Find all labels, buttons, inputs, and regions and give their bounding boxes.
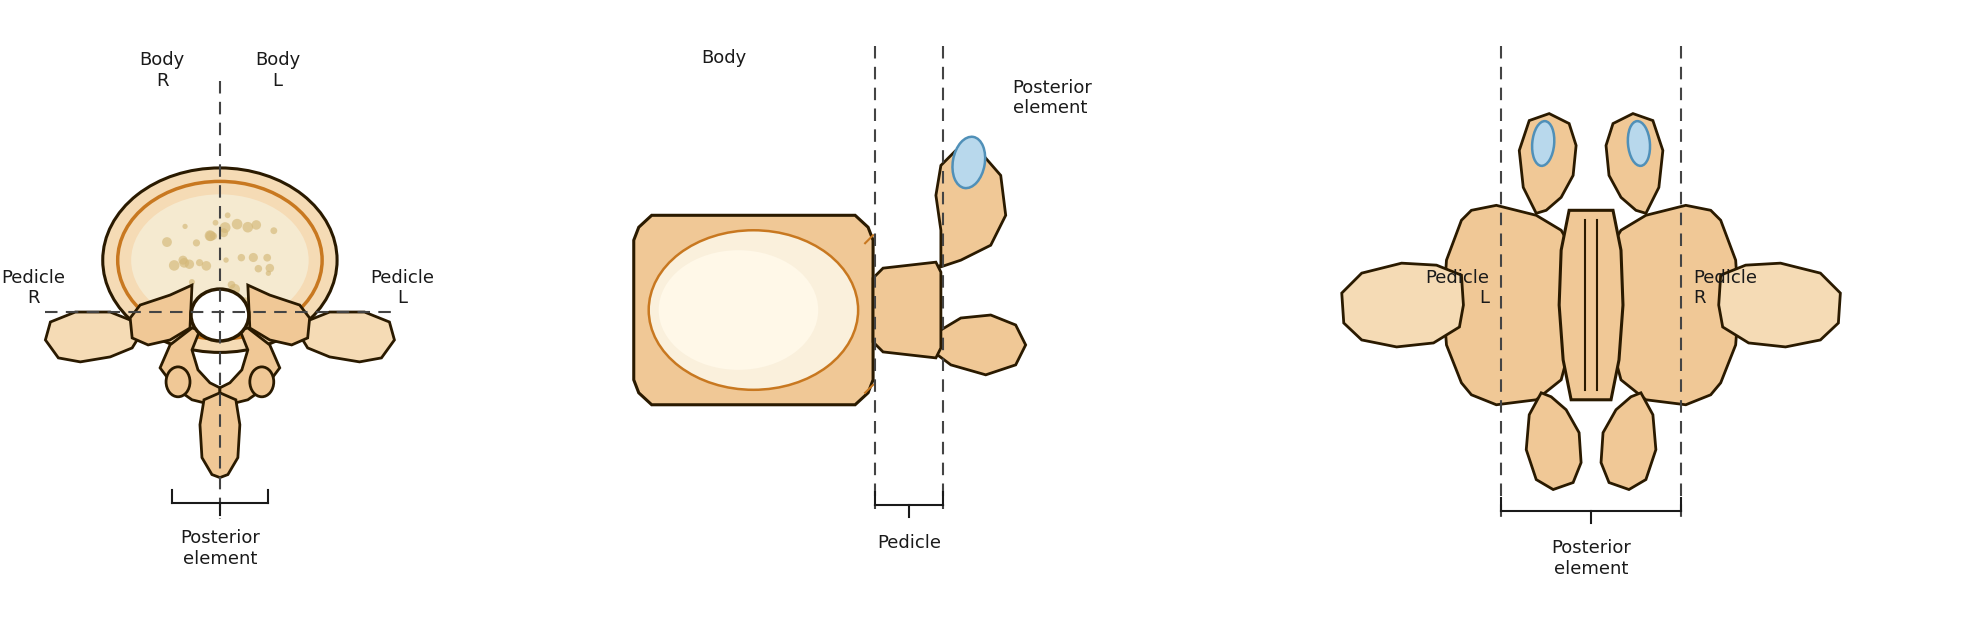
Circle shape (205, 230, 215, 241)
Circle shape (223, 257, 229, 263)
Circle shape (227, 291, 237, 301)
Circle shape (252, 220, 260, 230)
Polygon shape (45, 312, 140, 362)
Circle shape (211, 305, 219, 313)
Circle shape (189, 279, 195, 285)
Circle shape (179, 258, 189, 268)
Polygon shape (930, 315, 1025, 375)
Polygon shape (873, 262, 940, 358)
Polygon shape (248, 285, 309, 345)
Text: Pedicle
L: Pedicle L (1425, 269, 1490, 308)
Circle shape (270, 227, 278, 234)
Polygon shape (130, 285, 191, 345)
Ellipse shape (1628, 121, 1650, 166)
Ellipse shape (250, 367, 274, 397)
Ellipse shape (132, 195, 309, 326)
Circle shape (242, 222, 252, 232)
Circle shape (215, 297, 221, 304)
Circle shape (213, 220, 219, 225)
Text: Pedicle: Pedicle (877, 534, 940, 552)
Text: Posterior
element: Posterior element (1013, 79, 1092, 117)
Circle shape (229, 281, 235, 289)
Ellipse shape (658, 250, 818, 370)
Circle shape (209, 232, 217, 240)
Polygon shape (1719, 263, 1841, 347)
Circle shape (225, 294, 231, 300)
Circle shape (238, 254, 244, 261)
Polygon shape (1520, 114, 1577, 213)
Circle shape (205, 231, 215, 241)
Circle shape (179, 256, 187, 265)
Polygon shape (1600, 393, 1656, 490)
Polygon shape (1559, 211, 1622, 400)
Polygon shape (1342, 263, 1462, 347)
Circle shape (162, 237, 171, 247)
Circle shape (233, 219, 242, 229)
Text: Body
R: Body R (140, 51, 185, 89)
Circle shape (248, 253, 258, 262)
Polygon shape (930, 150, 1005, 270)
Circle shape (225, 213, 231, 218)
Ellipse shape (648, 230, 857, 390)
Circle shape (266, 270, 272, 276)
Polygon shape (1526, 393, 1581, 490)
Polygon shape (1606, 114, 1664, 213)
Circle shape (183, 224, 187, 229)
Polygon shape (1443, 205, 1577, 404)
Circle shape (195, 259, 203, 266)
Text: Pedicle
L: Pedicle L (371, 269, 434, 308)
Circle shape (250, 295, 258, 303)
Circle shape (242, 297, 248, 304)
Ellipse shape (1531, 121, 1555, 166)
Polygon shape (300, 312, 394, 362)
Text: Pedicle
R: Pedicle R (2, 269, 65, 308)
Text: Body
L: Body L (254, 51, 300, 89)
Ellipse shape (952, 137, 986, 188)
Polygon shape (635, 215, 873, 404)
Text: Posterior
element: Posterior element (1551, 539, 1632, 578)
Polygon shape (160, 328, 221, 404)
Circle shape (264, 254, 272, 261)
Circle shape (229, 284, 240, 295)
Circle shape (201, 261, 211, 271)
Text: Body: Body (702, 49, 747, 67)
Circle shape (193, 239, 199, 247)
Circle shape (266, 264, 274, 272)
Ellipse shape (191, 289, 248, 341)
Circle shape (219, 222, 231, 233)
Ellipse shape (102, 168, 337, 352)
Text: Posterior
element: Posterior element (179, 530, 260, 568)
Circle shape (211, 289, 219, 297)
Circle shape (254, 265, 262, 272)
Circle shape (179, 291, 189, 302)
Ellipse shape (166, 367, 189, 397)
Circle shape (219, 228, 229, 237)
Polygon shape (199, 393, 240, 478)
Polygon shape (1606, 205, 1738, 404)
Circle shape (185, 259, 193, 269)
Circle shape (170, 260, 179, 271)
Text: Pedicle
R: Pedicle R (1693, 269, 1756, 308)
Polygon shape (221, 328, 280, 404)
